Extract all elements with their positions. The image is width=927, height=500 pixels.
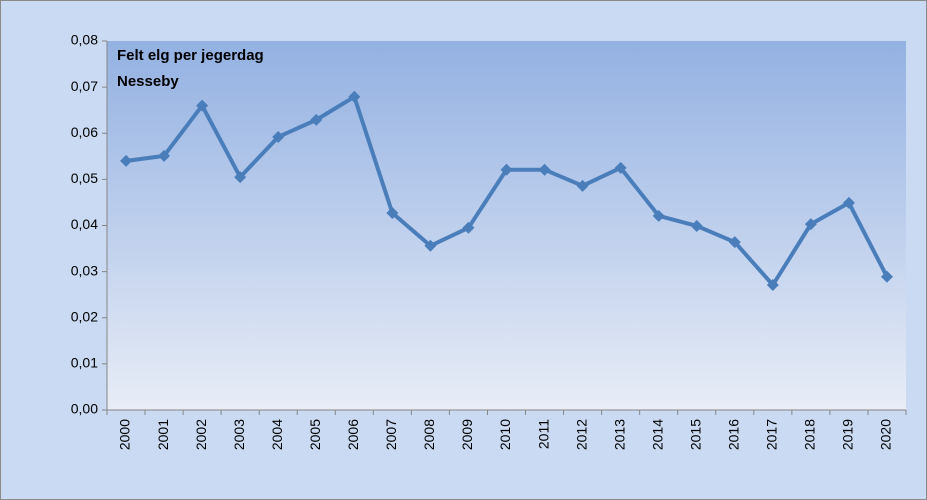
plot-area xyxy=(107,41,906,410)
y-tick-label: 0,02 xyxy=(71,308,98,324)
x-tick-label: 2004 xyxy=(269,419,285,450)
x-tick-label: 2011 xyxy=(535,419,551,449)
marker xyxy=(880,270,893,283)
marker xyxy=(842,196,855,209)
marker xyxy=(538,163,551,176)
marker xyxy=(158,149,171,162)
marker xyxy=(120,154,133,167)
marker xyxy=(690,219,703,232)
x-tick-label: 2002 xyxy=(193,419,209,450)
marker xyxy=(500,163,513,176)
x-tick-label: 2008 xyxy=(421,419,437,450)
x-tick-label: 2012 xyxy=(573,419,589,450)
y-tick-label: 0,06 xyxy=(71,124,98,140)
marker xyxy=(196,99,209,112)
x-tick-label: 2013 xyxy=(611,419,627,450)
marker xyxy=(652,209,665,222)
marker xyxy=(272,130,285,143)
marker xyxy=(424,239,437,252)
x-tick-label: 2016 xyxy=(725,419,741,450)
marker xyxy=(766,279,779,292)
x-tick-label: 2005 xyxy=(307,419,323,450)
chart-subtitle: Nesseby xyxy=(117,73,179,90)
x-tick-label: 2019 xyxy=(840,419,856,450)
x-tick-label: 2003 xyxy=(231,419,247,450)
y-tick-label: 0,04 xyxy=(71,216,98,232)
x-tick-label: 2009 xyxy=(459,419,475,450)
marker xyxy=(386,207,399,220)
marker xyxy=(462,221,475,234)
y-tick-label: 0,00 xyxy=(71,401,98,417)
marker xyxy=(234,171,247,184)
y-tick-label: 0,05 xyxy=(71,170,98,186)
x-tick-label: 2017 xyxy=(764,419,780,450)
x-tick-label: 2007 xyxy=(383,419,399,450)
x-tick-label: 2000 xyxy=(117,419,133,450)
x-tick-label: 2020 xyxy=(878,419,894,450)
marker xyxy=(576,179,589,192)
marker xyxy=(348,90,361,103)
y-tick-label: 0,08 xyxy=(71,32,98,48)
x-tick-label: 2014 xyxy=(649,419,665,450)
x-tick-label: 2010 xyxy=(497,419,513,450)
chart-title: Felt elg per jegerdag xyxy=(117,47,264,64)
x-tick-label: 2001 xyxy=(155,419,171,450)
x-tick-label: 2006 xyxy=(345,419,361,450)
marker xyxy=(728,236,741,249)
marker xyxy=(804,218,817,231)
y-tick-label: 0,01 xyxy=(71,355,98,371)
x-tick-label: 2018 xyxy=(802,419,818,450)
marker xyxy=(310,113,323,126)
marker xyxy=(614,161,627,174)
y-tick-label: 0,07 xyxy=(71,78,98,94)
x-tick-label: 2015 xyxy=(687,419,703,450)
y-tick-label: 0,03 xyxy=(71,262,98,278)
